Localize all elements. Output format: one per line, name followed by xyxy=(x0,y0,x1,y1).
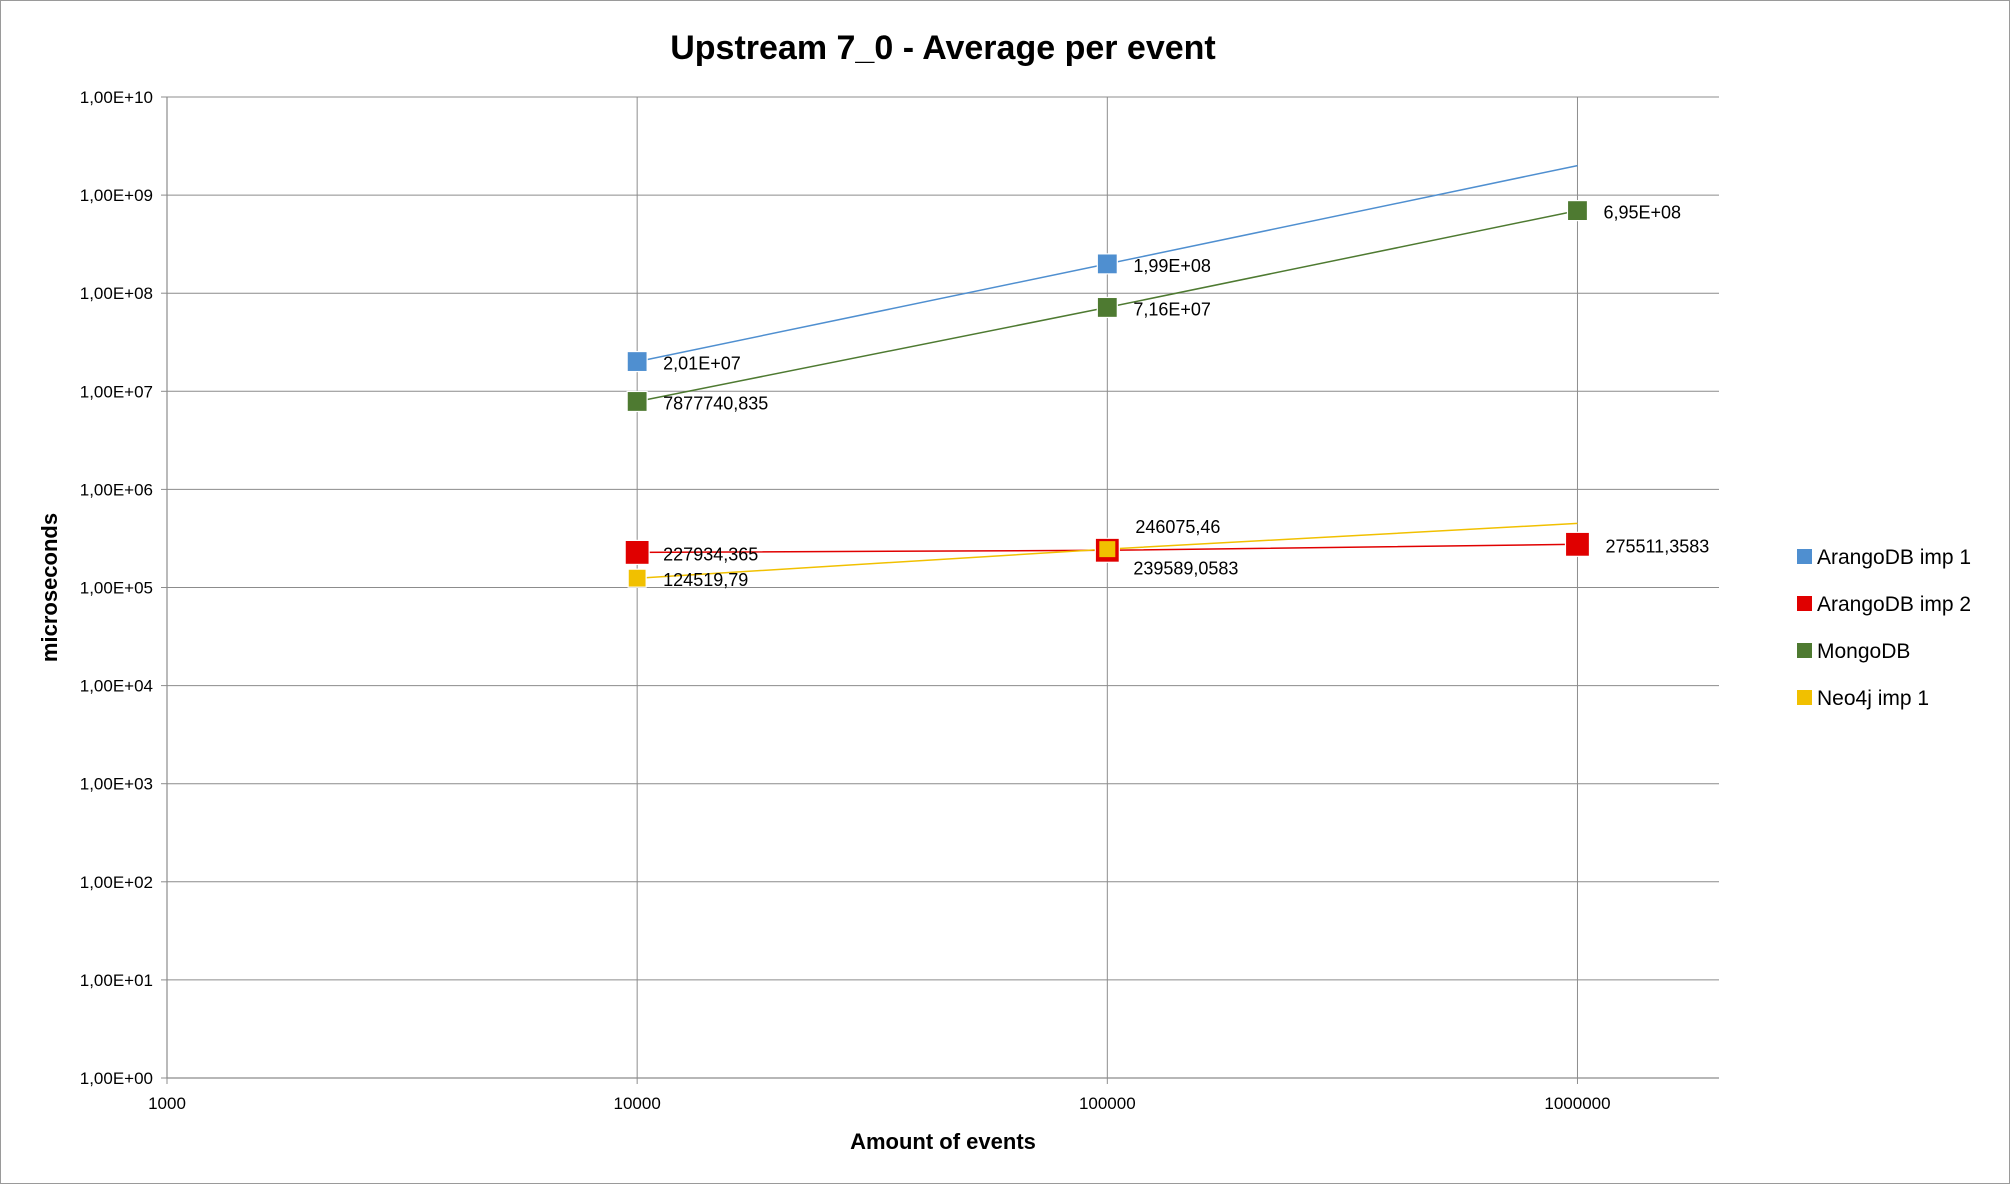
legend-label: ArangoDB imp 2 xyxy=(1817,593,1971,616)
data-point-marker xyxy=(1097,539,1118,560)
data-label: 2,01E+07 xyxy=(663,354,741,374)
y-tick-label: 1,00E+00 xyxy=(80,1069,153,1088)
legend-swatch xyxy=(1797,643,1812,658)
legend-swatch xyxy=(1797,690,1812,705)
y-tick-label: 1,00E+10 xyxy=(80,88,153,107)
chart-title: Upstream 7_0 - Average per event xyxy=(670,29,1216,67)
x-axis-title: Amount of events xyxy=(850,1129,1036,1154)
data-label: 275511,3583 xyxy=(1605,536,1709,556)
y-axis-title: microseconds xyxy=(37,513,62,662)
legend-label: Neo4j imp 1 xyxy=(1817,687,1929,710)
data-label: 7877740,835 xyxy=(663,393,768,413)
legend-item: MongoDB xyxy=(1797,640,1910,663)
data-point-marker xyxy=(626,350,648,373)
data-label: 239589,0583 xyxy=(1133,558,1238,578)
y-tick-label: 1,00E+01 xyxy=(80,971,153,990)
data-label: 124519,79 xyxy=(663,570,748,590)
y-tick-label: 1,00E+03 xyxy=(80,775,153,794)
series-markers xyxy=(624,200,1591,588)
data-label: 227934,365 xyxy=(663,544,758,564)
data-point-marker xyxy=(627,568,647,588)
y-tick-label: 1,00E+04 xyxy=(80,677,153,696)
y-tick-label: 1,00E+08 xyxy=(80,284,153,303)
x-tick-label: 1000 xyxy=(148,1094,186,1113)
legend-item: ArangoDB imp 1 xyxy=(1797,546,1971,569)
data-label: 246075,46 xyxy=(1135,517,1220,537)
data-point-marker xyxy=(1564,531,1591,557)
legend-swatch xyxy=(1797,549,1812,564)
y-tick-label: 1,00E+02 xyxy=(80,873,153,892)
x-tick-label: 1000000 xyxy=(1544,1094,1610,1113)
data-label: 6,95E+08 xyxy=(1603,203,1681,223)
legend: ArangoDB imp 1 ArangoDB imp 2 MongoDB Neo4j… xyxy=(1797,546,1971,710)
legend-label: ArangoDB imp 1 xyxy=(1817,546,1971,569)
legend-label: MongoDB xyxy=(1817,640,1910,663)
tick-labels: 1,00E+00 1,00E+01 1,00E+02 1,00E+03 1,00E+04… xyxy=(80,88,1611,1113)
data-point-marker xyxy=(1096,296,1118,319)
data-point-marker xyxy=(626,390,648,413)
y-tick-label: 1,00E+07 xyxy=(80,382,153,401)
x-tick-label: 100000 xyxy=(1079,1094,1136,1113)
grid xyxy=(161,96,1719,1084)
y-tick-label: 1,00E+09 xyxy=(80,186,153,205)
data-point-marker xyxy=(1566,200,1589,222)
legend-item: ArangoDB imp 2 xyxy=(1797,593,1971,616)
data-point-marker xyxy=(624,539,650,565)
data-label: 7,16E+07 xyxy=(1133,299,1211,319)
y-tick-label: 1,00E+06 xyxy=(80,480,153,499)
y-tick-label: 1,00E+05 xyxy=(80,579,153,598)
legend-item: Neo4j imp 1 xyxy=(1797,687,1929,710)
data-label: 1,99E+08 xyxy=(1133,256,1211,276)
x-tick-label: 10000 xyxy=(614,1094,661,1113)
legend-swatch xyxy=(1797,596,1812,611)
data-labels: 2,01E+07 1,99E+08 227934,365 239589,0583 275… xyxy=(663,203,1709,591)
data-point-marker xyxy=(1096,253,1118,275)
